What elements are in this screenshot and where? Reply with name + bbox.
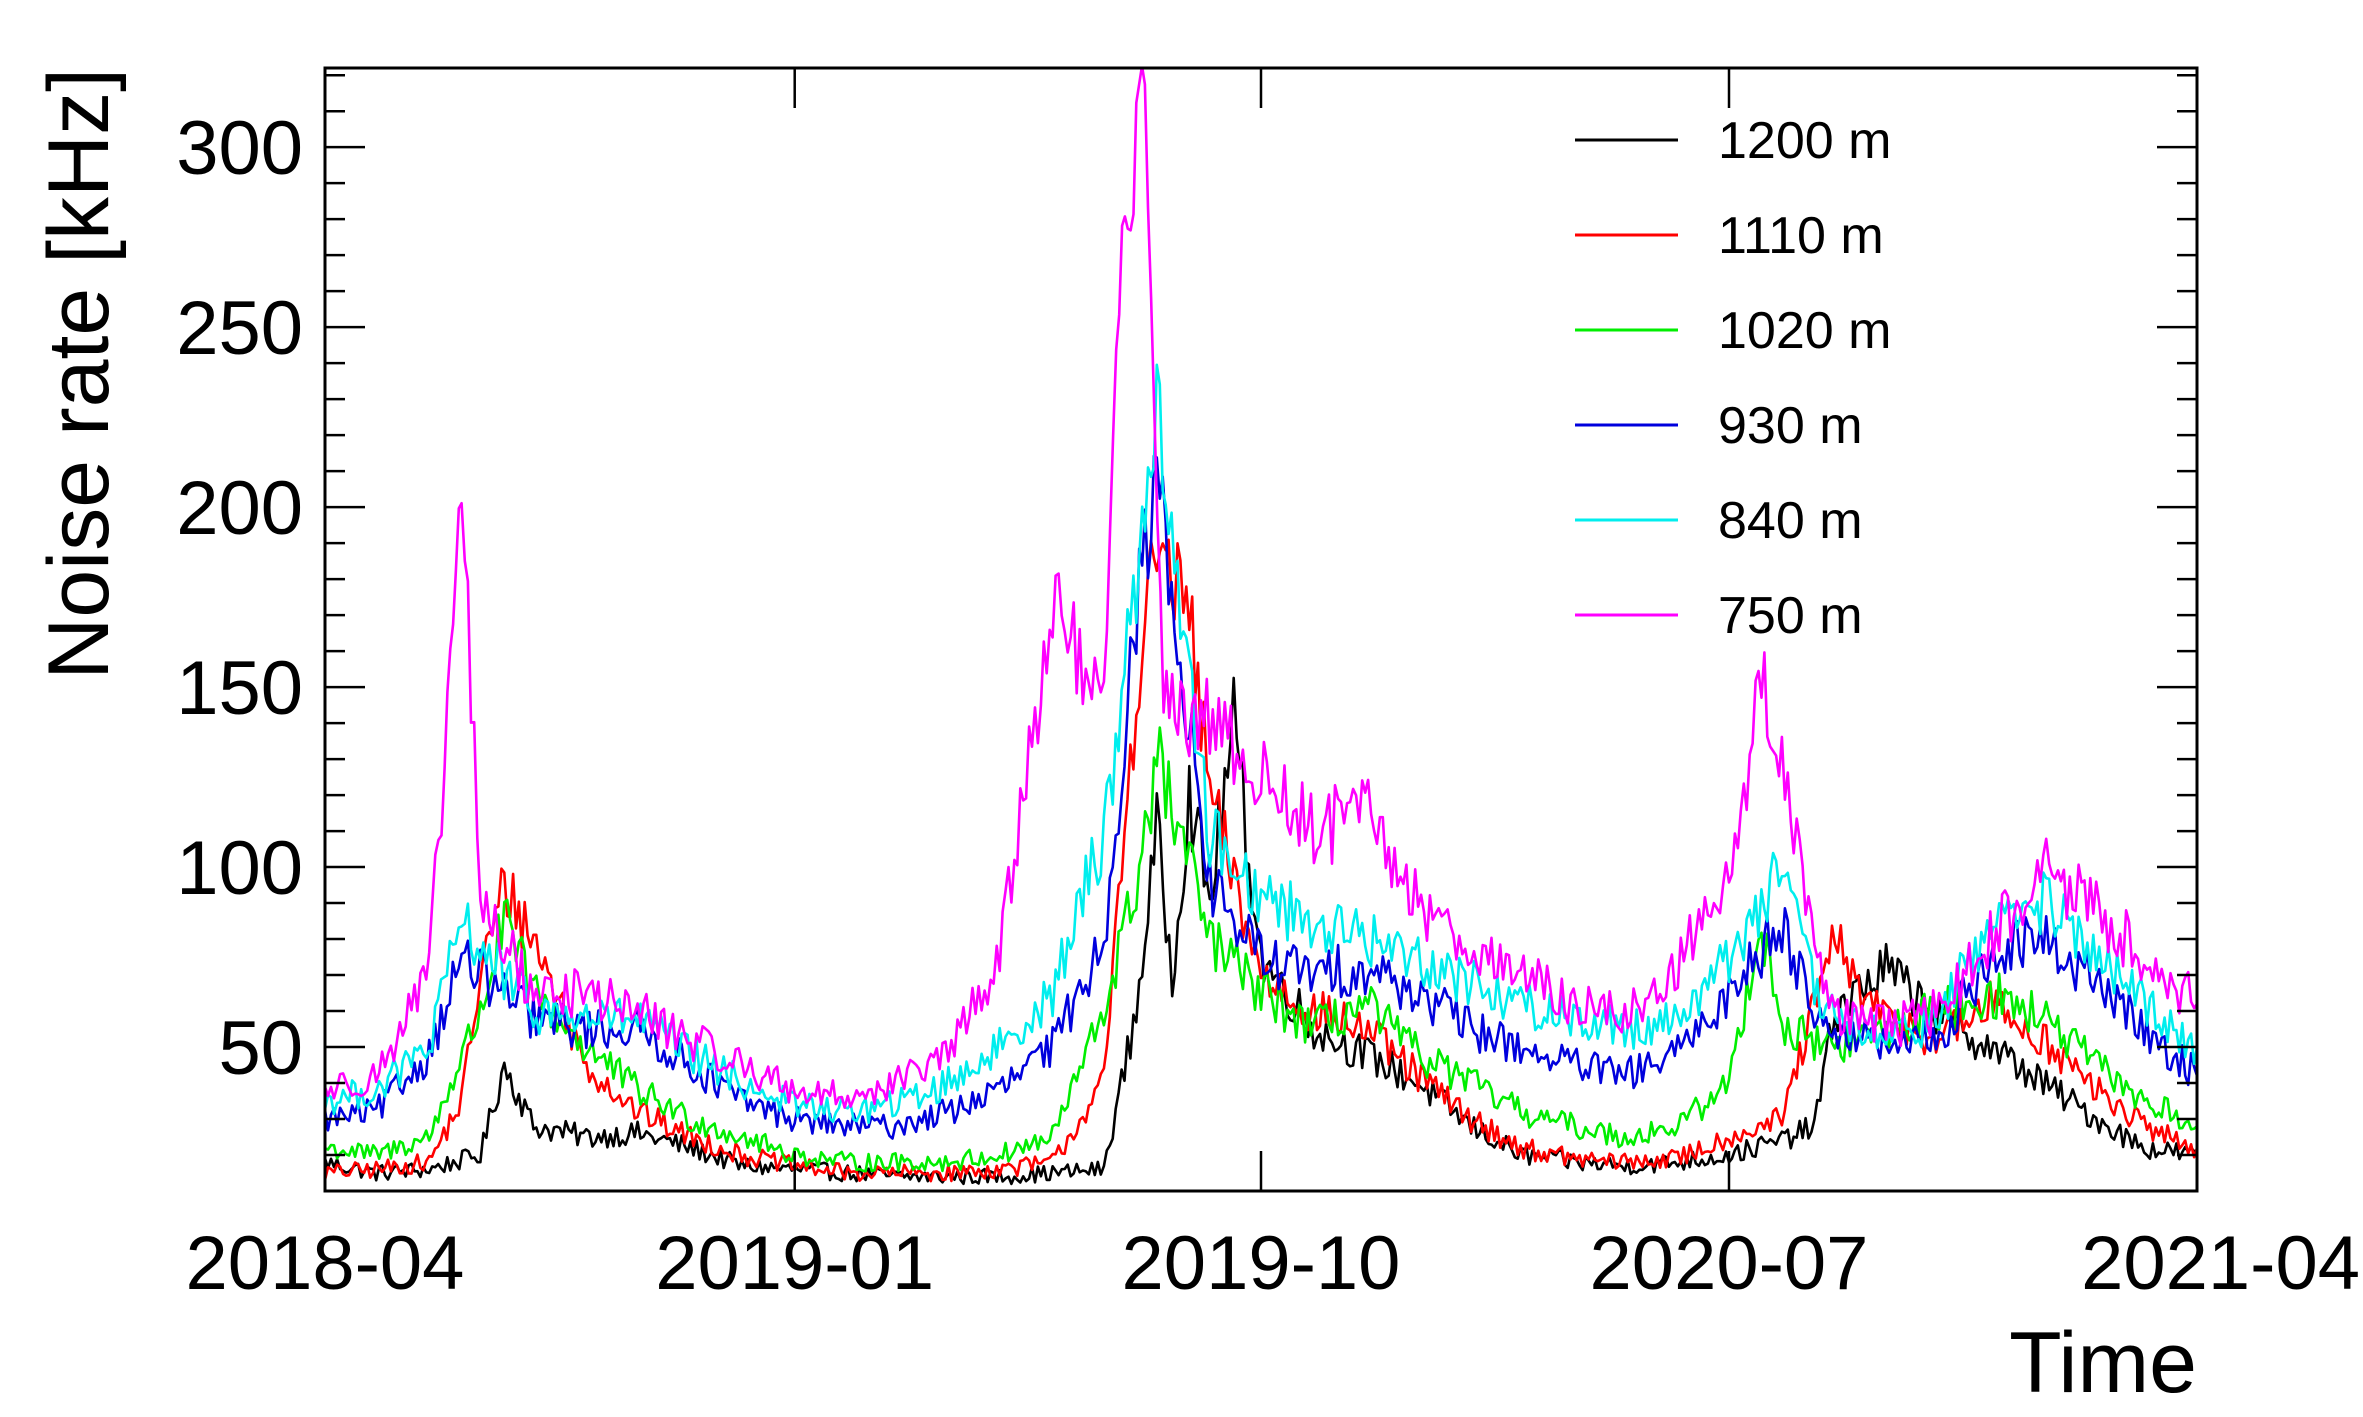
y-tick-label: 50 (218, 1006, 303, 1091)
legend-label: 1200 m (1718, 112, 1891, 170)
legend: 1200 m 1110 m 1020 m 930 m 840 m 750 m (1575, 112, 1891, 645)
x-tick-label: 2021-04 (2081, 1221, 2360, 1306)
y-tick-label: 150 (176, 646, 303, 731)
x-tick-label: 2020-07 (1590, 1221, 1869, 1306)
series-line-840-m (325, 363, 2197, 1125)
legend-label: 930 m (1718, 397, 1863, 455)
legend-label: 1020 m (1718, 302, 1891, 360)
series-layer (325, 68, 2197, 1186)
y-tick-label: 100 (176, 826, 303, 911)
legend-label: 750 m (1718, 587, 1863, 645)
y-axis-title: Noise rate [kHz] (31, 68, 127, 680)
y-tick-label: 250 (176, 286, 303, 371)
tick-labels-layer: 50 100 150 200 250 300 2018-04 2019-01 2019-10 20… (176, 106, 2360, 1306)
x-tick-label: 2018-04 (186, 1221, 465, 1306)
x-tick-label: 2019-01 (655, 1221, 934, 1306)
x-tick-label: 2019-10 (1122, 1221, 1401, 1306)
ticks-layer (323, 68, 2199, 1191)
y-tick-label: 200 (176, 466, 303, 551)
series-line-750-m (325, 68, 2197, 1109)
legend-label: 840 m (1718, 492, 1863, 550)
series-line-1200-m (325, 676, 2197, 1186)
x-axis-title: Time (2009, 1315, 2197, 1411)
legend-label: 1110 m (1718, 207, 1884, 265)
series-line-930-m (325, 454, 2197, 1140)
series-line-1110-m (325, 538, 2197, 1183)
y-tick-label: 300 (176, 106, 303, 191)
